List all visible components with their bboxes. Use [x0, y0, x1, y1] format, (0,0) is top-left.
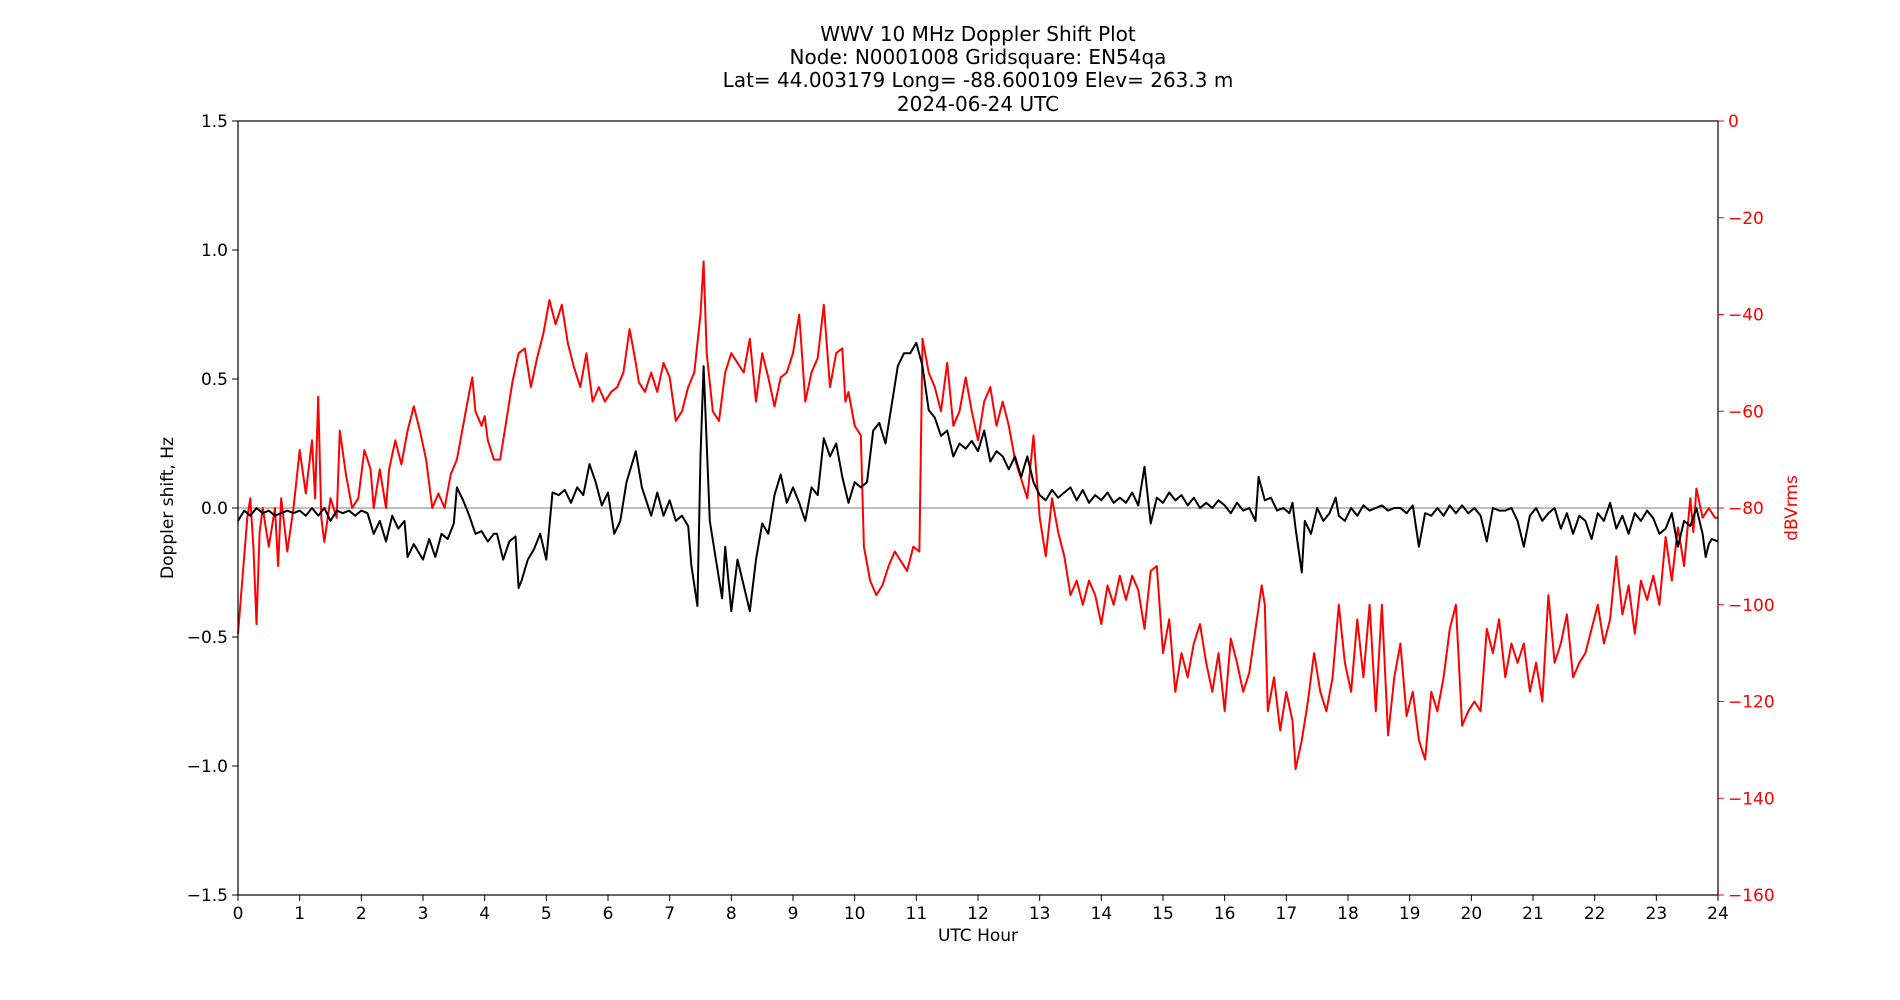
chart-title: WWV 10 MHz Doppler Shift Plot Node: N000…: [723, 22, 1234, 116]
right-y-tick-label: −140: [1728, 789, 1775, 809]
x-tick-label: 13: [1029, 904, 1051, 924]
right-y-tick-label: 0: [1728, 112, 1739, 132]
x-tick-label: 17: [1276, 904, 1298, 924]
left-y-tick-label: 1.0: [201, 241, 228, 261]
right-y-tick-label: −20: [1728, 209, 1764, 229]
left-y-tick-label: −1.5: [187, 886, 228, 906]
x-tick-label: 23: [1646, 904, 1668, 924]
left-y-tick-label: 1.5: [201, 112, 228, 132]
x-tick-label: 0: [233, 904, 244, 924]
left-y-tick-label: 0.5: [201, 370, 228, 390]
left-y-tick-label: −1.0: [187, 757, 228, 777]
x-tick-label: 5: [541, 904, 552, 924]
x-tick-label: 7: [664, 904, 675, 924]
x-tick-label: 1: [294, 904, 305, 924]
left-y-tick-label: 0.0: [201, 499, 228, 519]
right-y-tick-label: −160: [1728, 886, 1775, 906]
left-y-axis: 1.5 1.0 0.5 0.0 −0.5 −1.0 −1.5: [187, 112, 238, 906]
x-tick-label: 19: [1399, 904, 1421, 924]
x-tick-label: 3: [418, 904, 429, 924]
x-tick-label: 20: [1461, 904, 1483, 924]
x-tick-label: 24: [1707, 904, 1729, 924]
right-y-tick-label: −80: [1728, 499, 1764, 519]
x-tick-label: 6: [603, 904, 614, 924]
x-tick-label: 10: [844, 904, 866, 924]
right-y-tick-label: −120: [1728, 693, 1775, 713]
x-tick-label: 14: [1091, 904, 1113, 924]
left-y-tick-label: −0.5: [187, 628, 228, 648]
title-line-4: 2024-06-24 UTC: [897, 92, 1059, 116]
x-tick-label: 21: [1522, 904, 1544, 924]
doppler-shift-line: [237, 341, 1719, 613]
title-line-2: Node: N0001008 Gridsquare: EN54qa: [790, 45, 1167, 69]
x-axis: 0 1 2 3 4 5 6 7 8 9 10 11 12 13 14 15 16 17 18 19 20 21 22 23 24: [233, 895, 1729, 924]
title-line-3: Lat= 44.003179 Long= -88.600109 Elev= 26…: [723, 68, 1234, 92]
x-axis-label: UTC Hour: [938, 926, 1018, 946]
x-tick-label: 11: [906, 904, 928, 924]
right-y-tick-label: −60: [1728, 402, 1764, 422]
right-y-axis-label: dBVrms: [1782, 475, 1802, 541]
x-tick-label: 9: [788, 904, 799, 924]
x-tick-label: 8: [726, 904, 737, 924]
title-line-1: WWV 10 MHz Doppler Shift Plot: [820, 22, 1136, 46]
right-y-tick-label: −40: [1728, 306, 1764, 326]
left-y-axis-label: Doppler shift, Hz: [158, 437, 178, 579]
x-tick-label: 4: [479, 904, 490, 924]
x-tick-label: 18: [1337, 904, 1359, 924]
series-layer: [237, 260, 1719, 771]
signal-power-line: [237, 260, 1718, 771]
x-tick-label: 2: [356, 904, 367, 924]
x-tick-label: 15: [1152, 904, 1174, 924]
right-y-axis: 0 −20 −40 −60 −80 −100 −120 −140 −160: [1718, 112, 1775, 906]
x-tick-label: 16: [1214, 904, 1236, 924]
x-tick-label: 12: [967, 904, 989, 924]
right-y-tick-label: −100: [1728, 596, 1775, 616]
x-tick-label: 22: [1584, 904, 1606, 924]
